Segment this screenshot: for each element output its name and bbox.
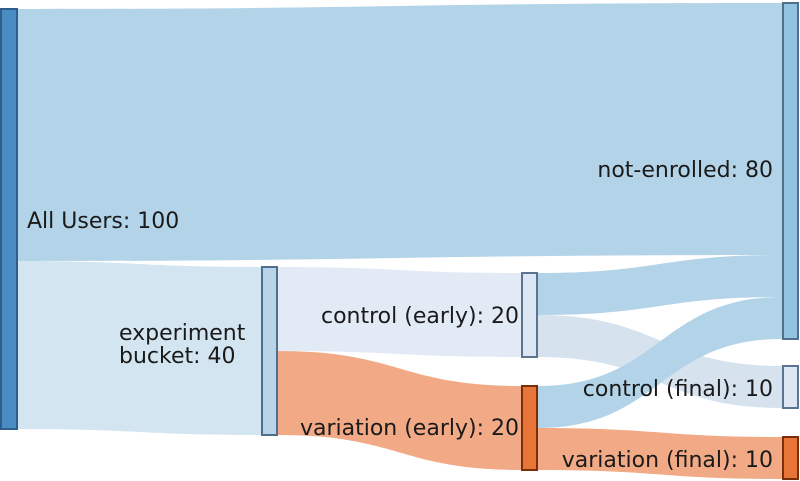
node-all — [0, 8, 18, 430]
node-not_enrolled — [782, 2, 799, 340]
label-control-final: control (final): 10 — [583, 377, 773, 402]
link-var_early-to-var_final — [538, 428, 782, 479]
labels-layer: All Users: 100 experiment bucket: 40 con… — [27, 158, 773, 473]
label-variation-early: variation (early): 20 — [300, 416, 519, 441]
node-ctrl_early — [521, 272, 538, 358]
label-not-enrolled: not-enrolled: 80 — [597, 158, 773, 183]
label-variation-final: variation (final): 10 — [562, 448, 773, 473]
link-ctrl_early-to-not_enrolled — [538, 255, 782, 315]
label-experiment-bucket-line1: experiment — [119, 321, 246, 346]
node-bucket — [261, 266, 278, 436]
link-var_early-to-not_enrolled — [538, 297, 782, 428]
link-all-to-bucket — [18, 261, 261, 435]
node-ctrl_final — [782, 365, 799, 409]
node-var_final — [782, 436, 799, 480]
label-control-early: control (early): 20 — [321, 304, 519, 329]
label-all-users: All Users: 100 — [27, 209, 179, 234]
link-bucket-to-var_early — [278, 351, 521, 470]
node-var_early — [521, 385, 538, 471]
link-all-to-not_enrolled — [18, 3, 782, 261]
label-experiment-bucket-line2: bucket: 40 — [119, 344, 236, 369]
link-bucket-to-ctrl_early — [278, 267, 521, 357]
links-layer — [18, 3, 782, 479]
